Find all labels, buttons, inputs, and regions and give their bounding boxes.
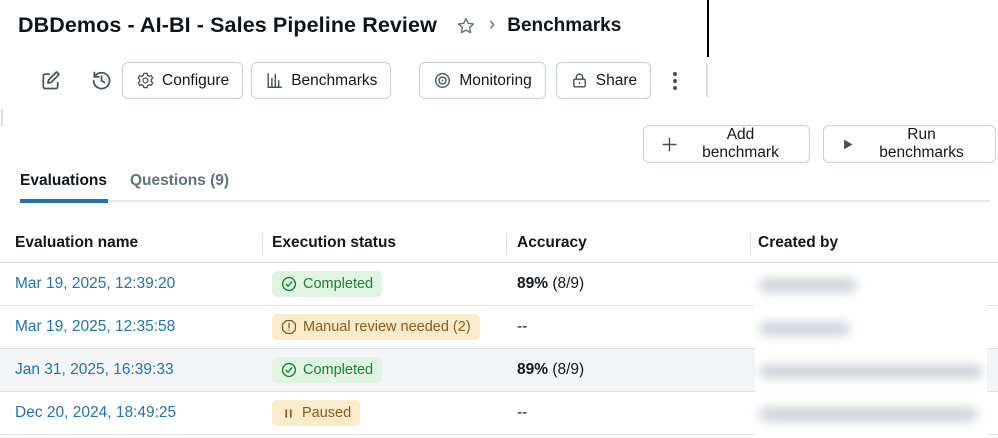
monitoring-target-icon xyxy=(433,71,452,90)
accuracy-cell: -- xyxy=(517,404,528,421)
run-benchmarks-button[interactable]: Run benchmarks xyxy=(823,125,996,163)
check-circle-icon xyxy=(281,276,297,292)
toolbar: Configure Benchmarks Monitoring xyxy=(38,62,681,99)
redacted-created-by xyxy=(759,278,857,293)
history-icon[interactable] xyxy=(89,68,114,93)
status-label: Completed xyxy=(303,275,374,292)
benchmarks-button[interactable]: Benchmarks xyxy=(251,62,392,99)
tabs-baseline xyxy=(20,200,990,202)
accuracy-cell: -- xyxy=(517,318,528,335)
favorite-star-icon[interactable] xyxy=(456,16,476,36)
status-label: Paused xyxy=(302,404,352,421)
share-button[interactable]: Share xyxy=(555,62,652,99)
status-badge-paused: Paused xyxy=(272,400,361,426)
add-benchmark-label: Add benchmark xyxy=(702,126,779,161)
redacted-created-by xyxy=(759,407,978,422)
cropped-element-edge xyxy=(706,64,708,97)
configure-button[interactable]: Configure xyxy=(122,62,244,99)
status-label: Manual review needed (2) xyxy=(303,318,471,335)
vertical-divider-line xyxy=(707,0,709,57)
accuracy-cell: 89% (8/9) xyxy=(517,275,585,292)
column-divider xyxy=(750,233,751,254)
column-header-created-by[interactable]: Created by xyxy=(758,234,839,251)
active-tab-underline xyxy=(20,199,108,203)
status-badge-manual-review: Manual review needed (2) xyxy=(272,314,480,340)
check-circle-icon xyxy=(281,362,297,378)
bar-chart-icon xyxy=(265,71,284,90)
kebab-menu-icon[interactable] xyxy=(669,68,681,94)
created-by-redaction-overlay xyxy=(755,264,987,435)
status-label: Completed xyxy=(303,361,374,378)
column-header-evaluation-name[interactable]: Evaluation name xyxy=(15,234,139,251)
redacted-created-by xyxy=(759,364,983,379)
tab-questions[interactable]: Questions (9) xyxy=(130,172,230,189)
redacted-created-by xyxy=(759,321,850,336)
edit-icon[interactable] xyxy=(38,68,63,93)
evaluation-link[interactable]: Dec 20, 2024, 18:49:25 xyxy=(15,404,177,421)
monitoring-button[interactable]: Monitoring xyxy=(419,62,546,99)
configure-label: Configure xyxy=(162,71,230,89)
add-benchmark-button[interactable]: Add benchmark xyxy=(643,125,810,163)
alert-octagon-icon xyxy=(281,319,297,335)
accuracy-cell: 89% (8/9) xyxy=(517,361,585,378)
lock-icon xyxy=(570,71,589,90)
benchmarks-label: Benchmarks xyxy=(291,71,378,89)
column-header-accuracy[interactable]: Accuracy xyxy=(517,234,587,251)
cropped-left-edge xyxy=(1,109,3,126)
gear-icon xyxy=(136,71,155,90)
tab-bar: Evaluations Questions (9) xyxy=(20,172,229,201)
column-header-execution-status[interactable]: Execution status xyxy=(272,234,397,251)
share-label: Share xyxy=(595,71,638,89)
breadcrumb-current: Benchmarks xyxy=(507,14,622,36)
column-divider xyxy=(506,233,507,254)
page-header: DBDemos - AI-BI - Sales Pipeline Review … xyxy=(18,13,621,38)
column-divider xyxy=(262,233,263,254)
table-header-row: Evaluation name Execution status Accurac… xyxy=(0,224,998,263)
monitoring-label: Monitoring xyxy=(459,71,532,89)
pause-icon xyxy=(281,406,296,421)
page-title: DBDemos - AI-BI - Sales Pipeline Review xyxy=(18,13,437,37)
status-badge-completed: Completed xyxy=(272,271,383,297)
tab-evaluations[interactable]: Evaluations xyxy=(20,172,107,189)
evaluation-link[interactable]: Jan 31, 2025, 16:39:33 xyxy=(15,361,174,378)
evaluation-link[interactable]: Mar 19, 2025, 12:35:58 xyxy=(15,318,176,335)
play-icon xyxy=(840,137,855,152)
plus-icon xyxy=(660,135,679,154)
run-benchmarks-label: Run benchmarks xyxy=(879,126,964,161)
breadcrumb-separator: › xyxy=(488,13,496,35)
status-badge-completed: Completed xyxy=(272,357,383,383)
evaluation-link[interactable]: Mar 19, 2025, 12:39:20 xyxy=(15,275,176,292)
